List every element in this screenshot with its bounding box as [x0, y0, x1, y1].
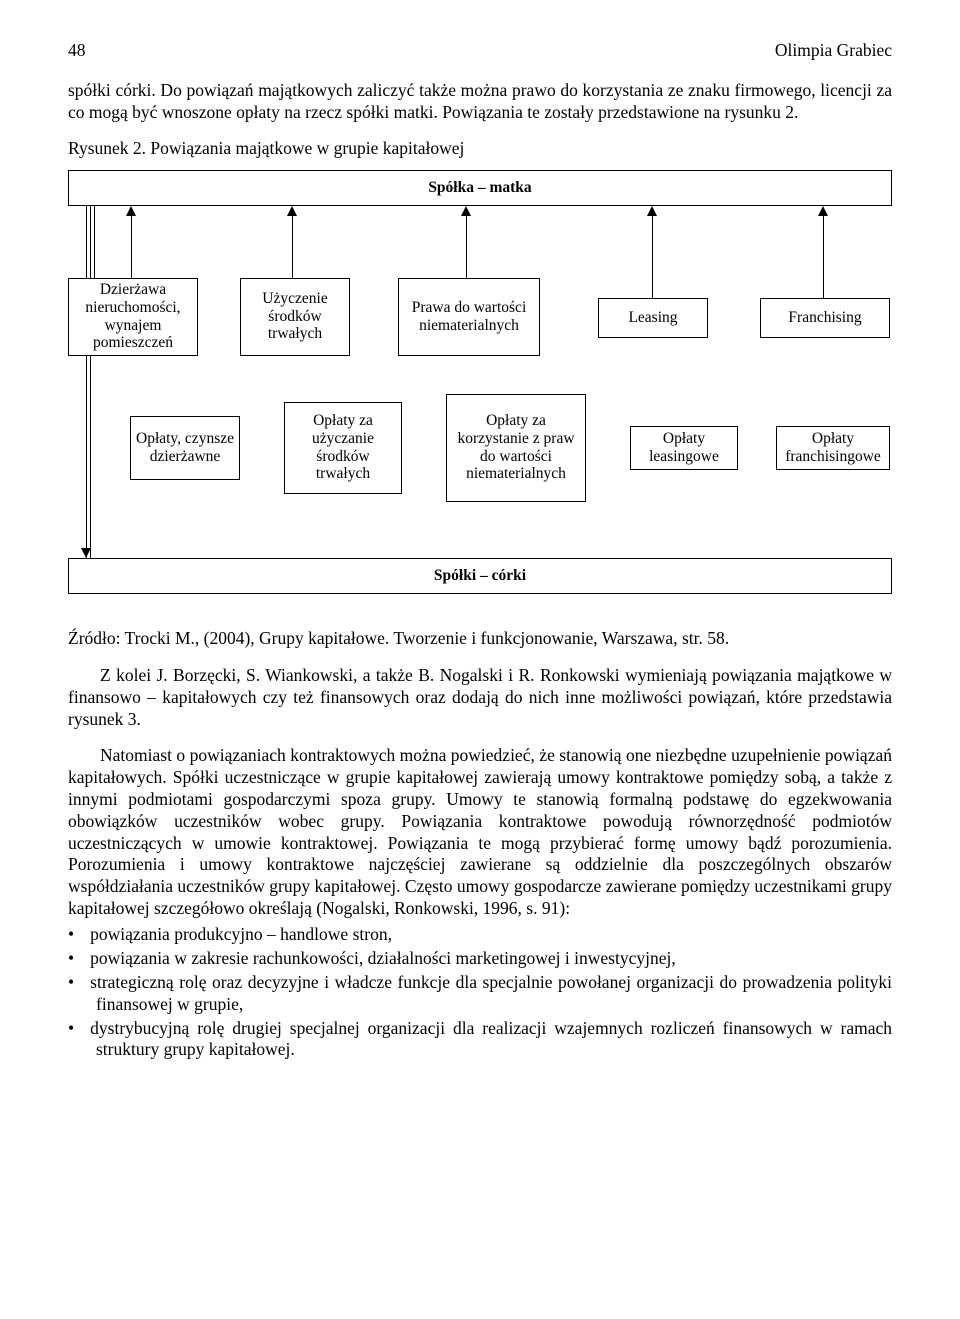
node-op-franch-label: Opłaty franchisingowe — [781, 430, 885, 466]
arrow-down-icon — [81, 548, 91, 558]
node-matka-label: Spółka – matka — [428, 179, 531, 197]
node-czynsze-label: Opłaty, czynsze dzierżawne — [135, 430, 235, 466]
connector — [86, 206, 87, 278]
bullet-item: powiązania w zakresie rachunkowości, dzi… — [68, 948, 892, 970]
diagram-capital-group: Spółka – matka Dzierżawa nieruchomości, … — [68, 170, 892, 610]
bullet-item: powiązania produkcyjno – handlowe stron, — [68, 924, 892, 946]
node-uzyczenie-label: Użyczenie środków trwałych — [245, 290, 345, 343]
node-op-leasing-label: Opłaty leasingowe — [635, 430, 733, 466]
node-franchising: Franchising — [760, 298, 890, 338]
paragraph-2: Z kolei J. Borzęcki, S. Wiankowski, a ta… — [68, 665, 892, 731]
arrow-up-icon — [287, 206, 297, 216]
intro-paragraph: spółki córki. Do powiązań majątkowych za… — [68, 80, 892, 124]
node-corki-label: Spółki – córki — [434, 567, 526, 585]
figure-caption: Rysunek 2. Powiązania majątkowe w grupie… — [68, 138, 892, 160]
node-uzyczenie: Użyczenie środków trwałych — [240, 278, 350, 356]
page-header: 48 Olimpia Grabiec — [68, 40, 892, 62]
connector — [86, 356, 87, 558]
connector — [823, 216, 824, 298]
connector — [652, 216, 653, 298]
node-dzierzawa: Dzierżawa nieruchomości, wynajem pomiesz… — [68, 278, 198, 356]
arrow-up-icon — [461, 206, 471, 216]
node-op-uzycz: Opłaty za użyczanie środków trwałych — [284, 402, 402, 494]
node-leasing: Leasing — [598, 298, 708, 338]
node-franchising-label: Franchising — [788, 309, 861, 327]
node-op-korzyst-label: Opłaty za korzystanie z praw do wartości… — [451, 412, 581, 483]
bullet-item: dystrybucyjną rolę drugiej specjalnej or… — [68, 1018, 892, 1062]
connector — [90, 206, 91, 278]
arrow-up-icon — [126, 206, 136, 216]
paragraph-3: Natomiast o powiązaniach kontraktowych m… — [68, 745, 892, 920]
node-matka: Spółka – matka — [68, 170, 892, 206]
node-op-franch: Opłaty franchisingowe — [776, 426, 890, 470]
author-name: Olimpia Grabiec — [775, 40, 892, 62]
figure-source: Źródło: Trocki M., (2004), Grupy kapitał… — [68, 628, 892, 650]
arrow-up-icon — [818, 206, 828, 216]
node-prawa-label: Prawa do wartości niematerialnych — [403, 299, 535, 335]
node-dzierzawa-label: Dzierżawa nieruchomości, wynajem pomiesz… — [73, 281, 193, 352]
node-corki: Spółki – córki — [68, 558, 892, 594]
connector — [131, 216, 132, 278]
arrow-up-icon — [647, 206, 657, 216]
node-op-uzycz-label: Opłaty za użyczanie środków trwałych — [289, 412, 397, 483]
connector — [292, 216, 293, 278]
node-op-leasing: Opłaty leasingowe — [630, 426, 738, 470]
connector — [466, 216, 467, 278]
node-leasing-label: Leasing — [628, 309, 677, 327]
page-number: 48 — [68, 40, 86, 62]
node-prawa: Prawa do wartości niematerialnych — [398, 278, 540, 356]
bullet-item: strategiczną rolę oraz decyzyjne i władc… — [68, 972, 892, 1016]
connector — [94, 206, 95, 278]
node-czynsze: Opłaty, czynsze dzierżawne — [130, 416, 240, 480]
connector — [90, 356, 91, 558]
node-op-korzyst: Opłaty za korzystanie z praw do wartości… — [446, 394, 586, 502]
bullet-list: powiązania produkcyjno – handlowe stron,… — [68, 924, 892, 1061]
